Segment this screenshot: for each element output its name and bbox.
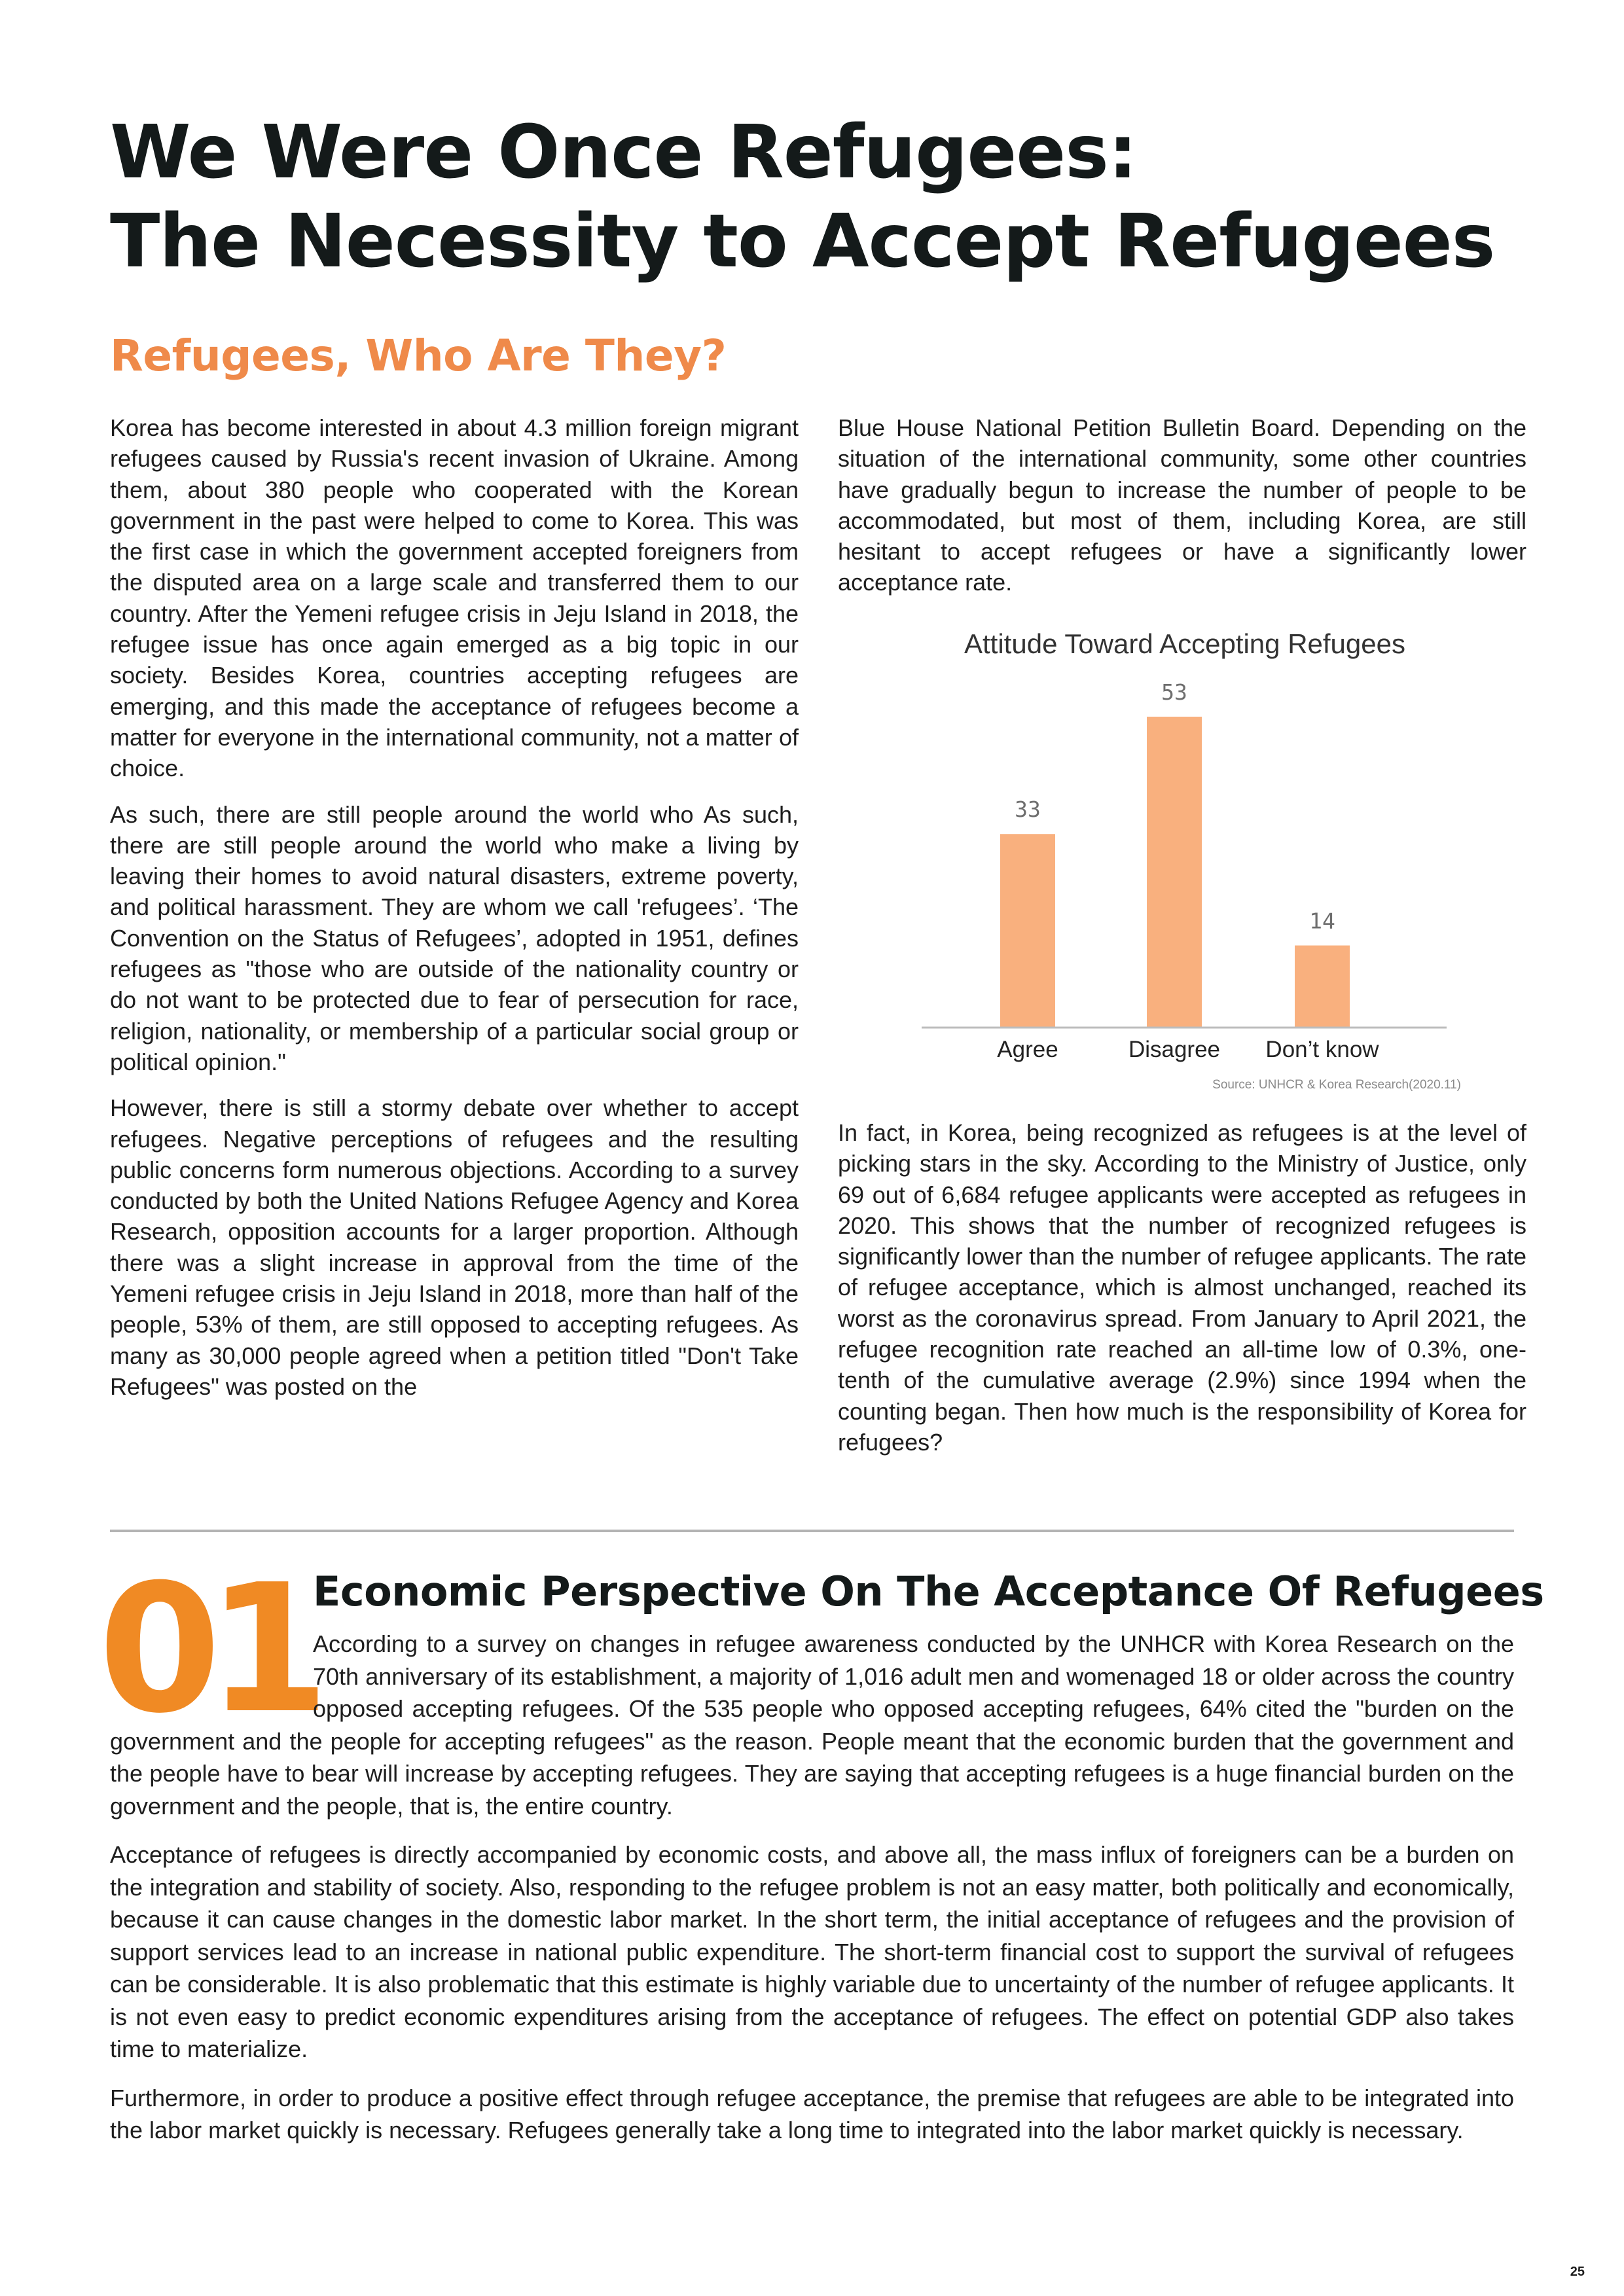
left-column: Korea has become interested in about 4.3…	[110, 412, 799, 1417]
section-divider	[110, 1530, 1514, 1532]
number-float-spacer	[110, 1628, 313, 1725]
chart-data-label: 14	[1309, 908, 1335, 934]
page-number: 25	[1570, 2265, 1585, 2279]
right-column-bottom: In fact, in Korea, being recognized as r…	[838, 1117, 1526, 1473]
paragraph: Blue House National Petition Bulletin Bo…	[838, 414, 1526, 596]
chart-data-label: 33	[1015, 797, 1041, 822]
title-line-1: We Were Once Refugees:	[110, 110, 1138, 195]
paragraph: According to a survey on changes in refu…	[110, 1630, 1514, 1820]
section-number: 01	[98, 1546, 330, 1752]
attitude-bar-chart: Attitude Toward Accepting Refugees 33 53 1…	[903, 622, 1466, 1106]
section-heading-refugees: Refugees, Who Are They?	[110, 331, 727, 381]
chart-bar-disagree	[1147, 717, 1202, 1028]
paragraph: However, there is still a stormy debate …	[110, 1094, 799, 1400]
chart-data-label: 53	[1161, 679, 1187, 705]
paragraph: Furthermore, in order to produce a posit…	[110, 2084, 1514, 2144]
chart-canvas: Attitude Toward Accepting Refugees 33 53 1…	[922, 628, 1461, 1092]
paragraph: As such, there are still people around t…	[110, 800, 799, 1075]
paragraph: Acceptance of refugees is directly accom…	[110, 1841, 1514, 2062]
chart-title: Attitude Toward Accepting Refugees	[964, 628, 1405, 659]
chart-category-labels: Agree Disagree Don’t know	[997, 1037, 1379, 1062]
section-heading-economic: Economic Perspective On The Acceptance O…	[313, 1568, 1544, 1615]
page-title: We Were Once Refugees: The Necessity to …	[110, 108, 1495, 286]
chart-bars: 33 53 14	[1000, 679, 1350, 1028]
chart-bar-agree	[1000, 834, 1055, 1028]
paragraph: In fact, in Korea, being recognized as r…	[838, 1119, 1526, 1456]
paragraph: Korea has become interested in about 4.3…	[110, 414, 799, 782]
chart-category-label: Agree	[997, 1037, 1058, 1062]
economic-section-body: According to a survey on changes in refu…	[110, 1628, 1514, 2163]
chart-bar-don-t-know	[1295, 945, 1350, 1028]
title-line-2: The Necessity to Accept Refugees	[110, 199, 1495, 284]
chart-category-label: Disagree	[1128, 1037, 1220, 1062]
chart-category-label: Don’t know	[1265, 1037, 1379, 1062]
right-column-top: Blue House National Petition Bulletin Bo…	[838, 412, 1526, 613]
chart-source: Source: UNHCR & Korea Research(2020.11)	[1212, 1078, 1461, 1092]
